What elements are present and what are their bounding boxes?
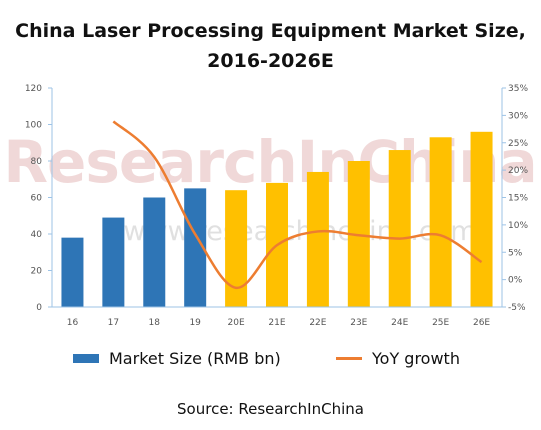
left-tick-label: 40 (31, 230, 43, 240)
left-tick-label: 120 (25, 84, 42, 94)
bar-25E (429, 137, 452, 307)
x-tick-label-16: 16 (67, 318, 79, 328)
left-tick-label: 0 (36, 303, 42, 313)
x-tick-label-23E: 23E (350, 318, 367, 328)
right-tick-label: 25% (508, 139, 528, 149)
right-tick-label: 0% (508, 276, 523, 286)
right-tick-label: 20% (508, 166, 528, 176)
legend-item-market-size: Market Size (RMB bn) (73, 349, 281, 368)
x-tick-label-17: 17 (108, 318, 119, 328)
bar-26E (470, 131, 493, 307)
right-tick-label: 5% (508, 248, 523, 258)
chart-title-line2: 2016-2026E (207, 50, 334, 72)
right-tick-label: 10% (508, 221, 528, 231)
chart-title-line1: China Laser Processing Equipment Market … (15, 20, 526, 42)
legend-item-yoy-growth: YoY growth (336, 349, 460, 368)
right-tick-label: 15% (508, 194, 528, 204)
chart-canvas: ResearchInChina www.researchinchina.com … (3, 84, 537, 328)
bar-20E (225, 190, 248, 307)
right-tick-label: 35% (508, 84, 528, 94)
x-tick-label-21E: 21E (268, 318, 285, 328)
left-tick-label: 20 (31, 267, 43, 277)
source-note: Source: ResearchInChina (177, 400, 364, 418)
legend-swatch-bar (73, 354, 99, 363)
chart-title: China Laser Processing Equipment Market … (0, 16, 541, 76)
bar-19 (184, 188, 207, 307)
x-tick-label-24E: 24E (391, 318, 408, 328)
bar-22E (306, 171, 329, 307)
left-tick-label: 60 (31, 194, 43, 204)
bar-18 (143, 197, 166, 307)
watermark-url: www.researchinchina.com (123, 216, 476, 247)
x-tick-label-26E: 26E (473, 318, 490, 328)
x-tick-label-22E: 22E (309, 318, 326, 328)
left-tick-label: 100 (25, 121, 42, 131)
yoy-growth-line (112, 120, 483, 290)
legend-swatch-line (336, 357, 362, 360)
left-tick-label: 80 (31, 157, 43, 167)
bar-16 (61, 237, 84, 307)
legend-label-yoy-growth: YoY growth (372, 349, 460, 368)
bar-17 (102, 217, 125, 307)
right-tick-label: 30% (508, 111, 528, 121)
x-tick-label-19: 19 (189, 318, 201, 328)
right-tick-label: -5% (508, 303, 526, 313)
x-tick-label-18: 18 (149, 318, 161, 328)
bar-24E (388, 150, 411, 307)
x-tick-label-20E: 20E (228, 318, 245, 328)
x-tick-label-25E: 25E (432, 318, 449, 328)
legend-label-market-size: Market Size (RMB bn) (109, 349, 281, 368)
bar-23E (347, 161, 370, 307)
